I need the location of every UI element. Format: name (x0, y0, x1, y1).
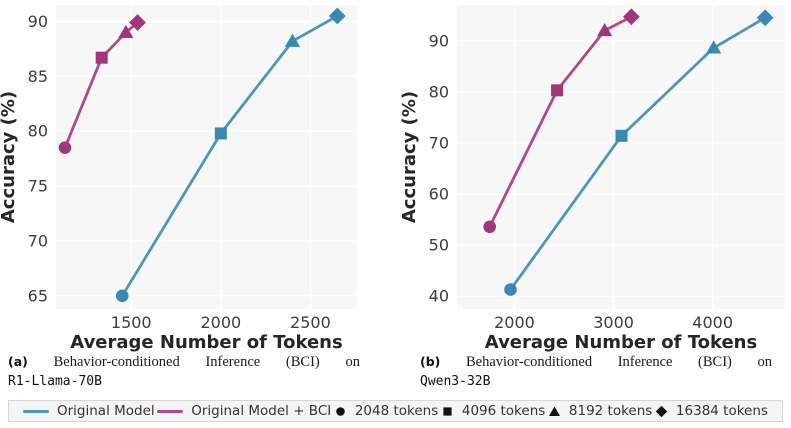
series-original-model (115, 7, 346, 303)
caption-word: on (757, 354, 772, 370)
square-icon (443, 406, 452, 416)
legend-item-4096-tokens: 4096 tokens (441, 403, 545, 419)
legend-item-original-model: Original Model (23, 403, 155, 419)
diamond-marker (623, 8, 640, 26)
square-marker (615, 129, 628, 142)
triangle-icon (548, 406, 560, 416)
svg-text:70: 70 (28, 231, 48, 250)
tick-labels: 1500 2000 2500 65 70 75 80 85 90 (28, 12, 331, 332)
diamond-marker (129, 14, 146, 31)
legend-item-8192-tokens: 8192 tokens (548, 403, 652, 419)
circle-marker (504, 283, 517, 296)
caption-b-model: Qwen3-32B (420, 374, 491, 390)
gridlines (457, 5, 785, 309)
svg-text:80: 80 (28, 122, 48, 141)
triangle-marker (118, 24, 134, 39)
square-marker (551, 84, 564, 97)
legend-item-original-model-bci: Original Model + BCI (157, 403, 331, 419)
svg-text:2000: 2000 (200, 313, 241, 332)
svg-text:90: 90 (429, 31, 449, 50)
svg-text:3000: 3000 (593, 313, 634, 332)
triangle-marker (597, 22, 613, 37)
caption-b-line1: (b) Behavior-conditioned Inference (BCI) on (420, 353, 772, 371)
x-axis-label: Average Number of Tokens (485, 332, 757, 352)
svg-text:60: 60 (429, 185, 449, 204)
tick-labels: 2000 3000 4000 40 50 60 70 80 90 (429, 31, 733, 332)
svg-text:80: 80 (429, 82, 449, 101)
circle-marker (115, 289, 129, 303)
legend-item-2048-tokens: 2048 tokens (334, 403, 438, 419)
legend-label: 8192 tokens (568, 403, 653, 419)
caption-a: (a) Behavior-conditioned Inference (BCI) on … (0, 353, 395, 397)
svg-text:90: 90 (28, 12, 48, 31)
caption-word: on (345, 354, 360, 370)
legend-item-16384-tokens: 16384 tokens (655, 403, 768, 419)
svg-text:40: 40 (429, 287, 449, 306)
svg-text:2000: 2000 (494, 313, 535, 332)
caption-word: (BCI) (285, 354, 320, 370)
svg-text:1500: 1500 (111, 313, 152, 332)
circle-icon (336, 406, 345, 416)
chart-r1-llama-70b: 1500 2000 2500 65 70 75 80 85 90 Average Number o… (0, 5, 357, 352)
legend-label: 2048 tokens (354, 403, 439, 419)
legend-label: 16384 tokens (675, 403, 768, 419)
panel-a: 1500 2000 2500 65 70 75 80 85 90 Average Number o… (0, 0, 395, 352)
figure-legend: Original Model Original Model + BCI 2048 t… (8, 400, 783, 422)
caption-tag: (a) (8, 354, 28, 369)
legend-line-swatch (157, 409, 184, 413)
svg-text:50: 50 (429, 236, 449, 255)
svg-text:70: 70 (429, 133, 449, 152)
svg-text:75: 75 (28, 177, 48, 196)
panel-b: 2000 3000 4000 40 50 60 70 80 90 Average Number o… (395, 0, 790, 352)
y-axis-label: Accuracy (%) (0, 91, 19, 223)
caption-b: (b) Behavior-conditioned Inference (BCI) on … (395, 353, 790, 397)
circle-marker (58, 141, 72, 154)
triangle-marker (284, 33, 301, 47)
svg-text:65: 65 (28, 286, 48, 305)
diamond-marker (756, 9, 774, 27)
captions-row: (a) Behavior-conditioned Inference (BCI) on … (0, 353, 791, 397)
triangle-marker (706, 40, 722, 54)
chart-panels: 1500 2000 2500 65 70 75 80 85 90 Average Number o… (0, 0, 790, 352)
series-original-model (504, 9, 774, 296)
diamond-icon (655, 405, 668, 417)
legend-label: Original Model + BCI (191, 403, 332, 419)
svg-text:4000: 4000 (692, 313, 733, 332)
y-axis-label: Accuracy (%) (399, 91, 420, 223)
caption-word: Behavior-conditioned (53, 354, 180, 370)
caption-word: (BCI) (698, 354, 732, 370)
caption-a-model: R1-Llama-70B (8, 374, 102, 390)
circle-marker (483, 220, 497, 234)
series-original-model-bci (483, 8, 640, 234)
gridlines (56, 5, 357, 309)
caption-tag: (b) (420, 354, 441, 369)
diamond-marker (328, 7, 346, 25)
chart-qwen3-32b: 2000 3000 4000 40 50 60 70 80 90 Average Number o… (399, 5, 785, 352)
legend-label: 4096 tokens (461, 403, 546, 419)
x-axis-label: Average Number of Tokens (70, 332, 342, 352)
square-marker (214, 127, 227, 140)
svg-text:85: 85 (28, 67, 48, 86)
legend-line-swatch (23, 409, 49, 413)
caption-word: Inference (205, 354, 261, 370)
caption-word: Inference (617, 354, 673, 370)
caption-a-line1: (a) Behavior-conditioned Inference (BCI) on (8, 353, 360, 371)
series-original-model-bci (58, 14, 146, 154)
caption-word: Behavior-conditioned (465, 354, 593, 370)
square-marker (95, 51, 108, 64)
svg-text:2500: 2500 (290, 313, 331, 332)
legend-label: Original Model (57, 403, 155, 419)
